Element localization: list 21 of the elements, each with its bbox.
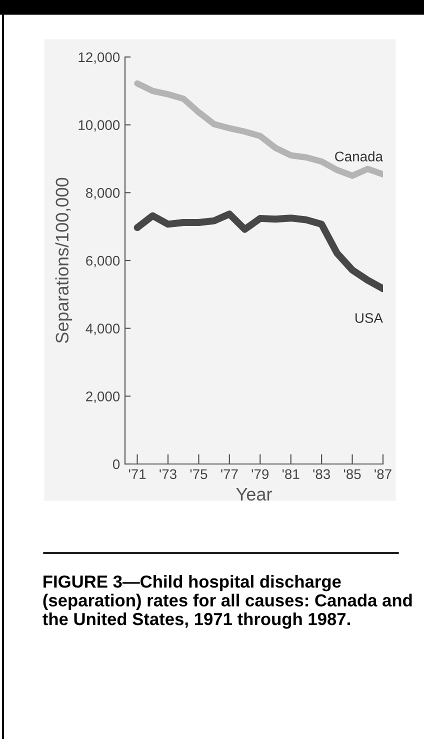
- x-tick-label: '85: [344, 469, 361, 480]
- x-tick-label: '79: [252, 469, 269, 480]
- y-tick-label: 0: [112, 459, 120, 470]
- y-tick-label: 4,000: [86, 324, 120, 336]
- y-tick-label: 12,000: [78, 52, 120, 64]
- x-tick-label: '87: [374, 469, 392, 480]
- y-axis-title: Separations/100,000: [55, 178, 72, 343]
- y-tick-label: 10,000: [78, 120, 120, 132]
- x-tick-label: '77: [221, 469, 238, 479]
- x-axis-title: Year: [236, 488, 272, 501]
- x-tick-label: '83: [313, 469, 330, 480]
- x-tick-label: '73: [160, 469, 176, 480]
- x-tick-label: '75: [190, 469, 208, 480]
- text: FIGURE 3—Child hospital discharge (separation) rates for all causes: Canada and the United States, 1971 through 1987.: [42, 575, 412, 629]
- x-tick-label: '81: [282, 469, 300, 480]
- y-tick-label: 6,000: [86, 256, 120, 268]
- x-tick-label: '71: [128, 469, 146, 479]
- series-label: USA: [356, 313, 383, 323]
- y-tick-label: 2,000: [86, 392, 120, 403]
- series-label: Canada: [335, 151, 384, 162]
- y-tick-label: 8,000: [86, 188, 120, 200]
